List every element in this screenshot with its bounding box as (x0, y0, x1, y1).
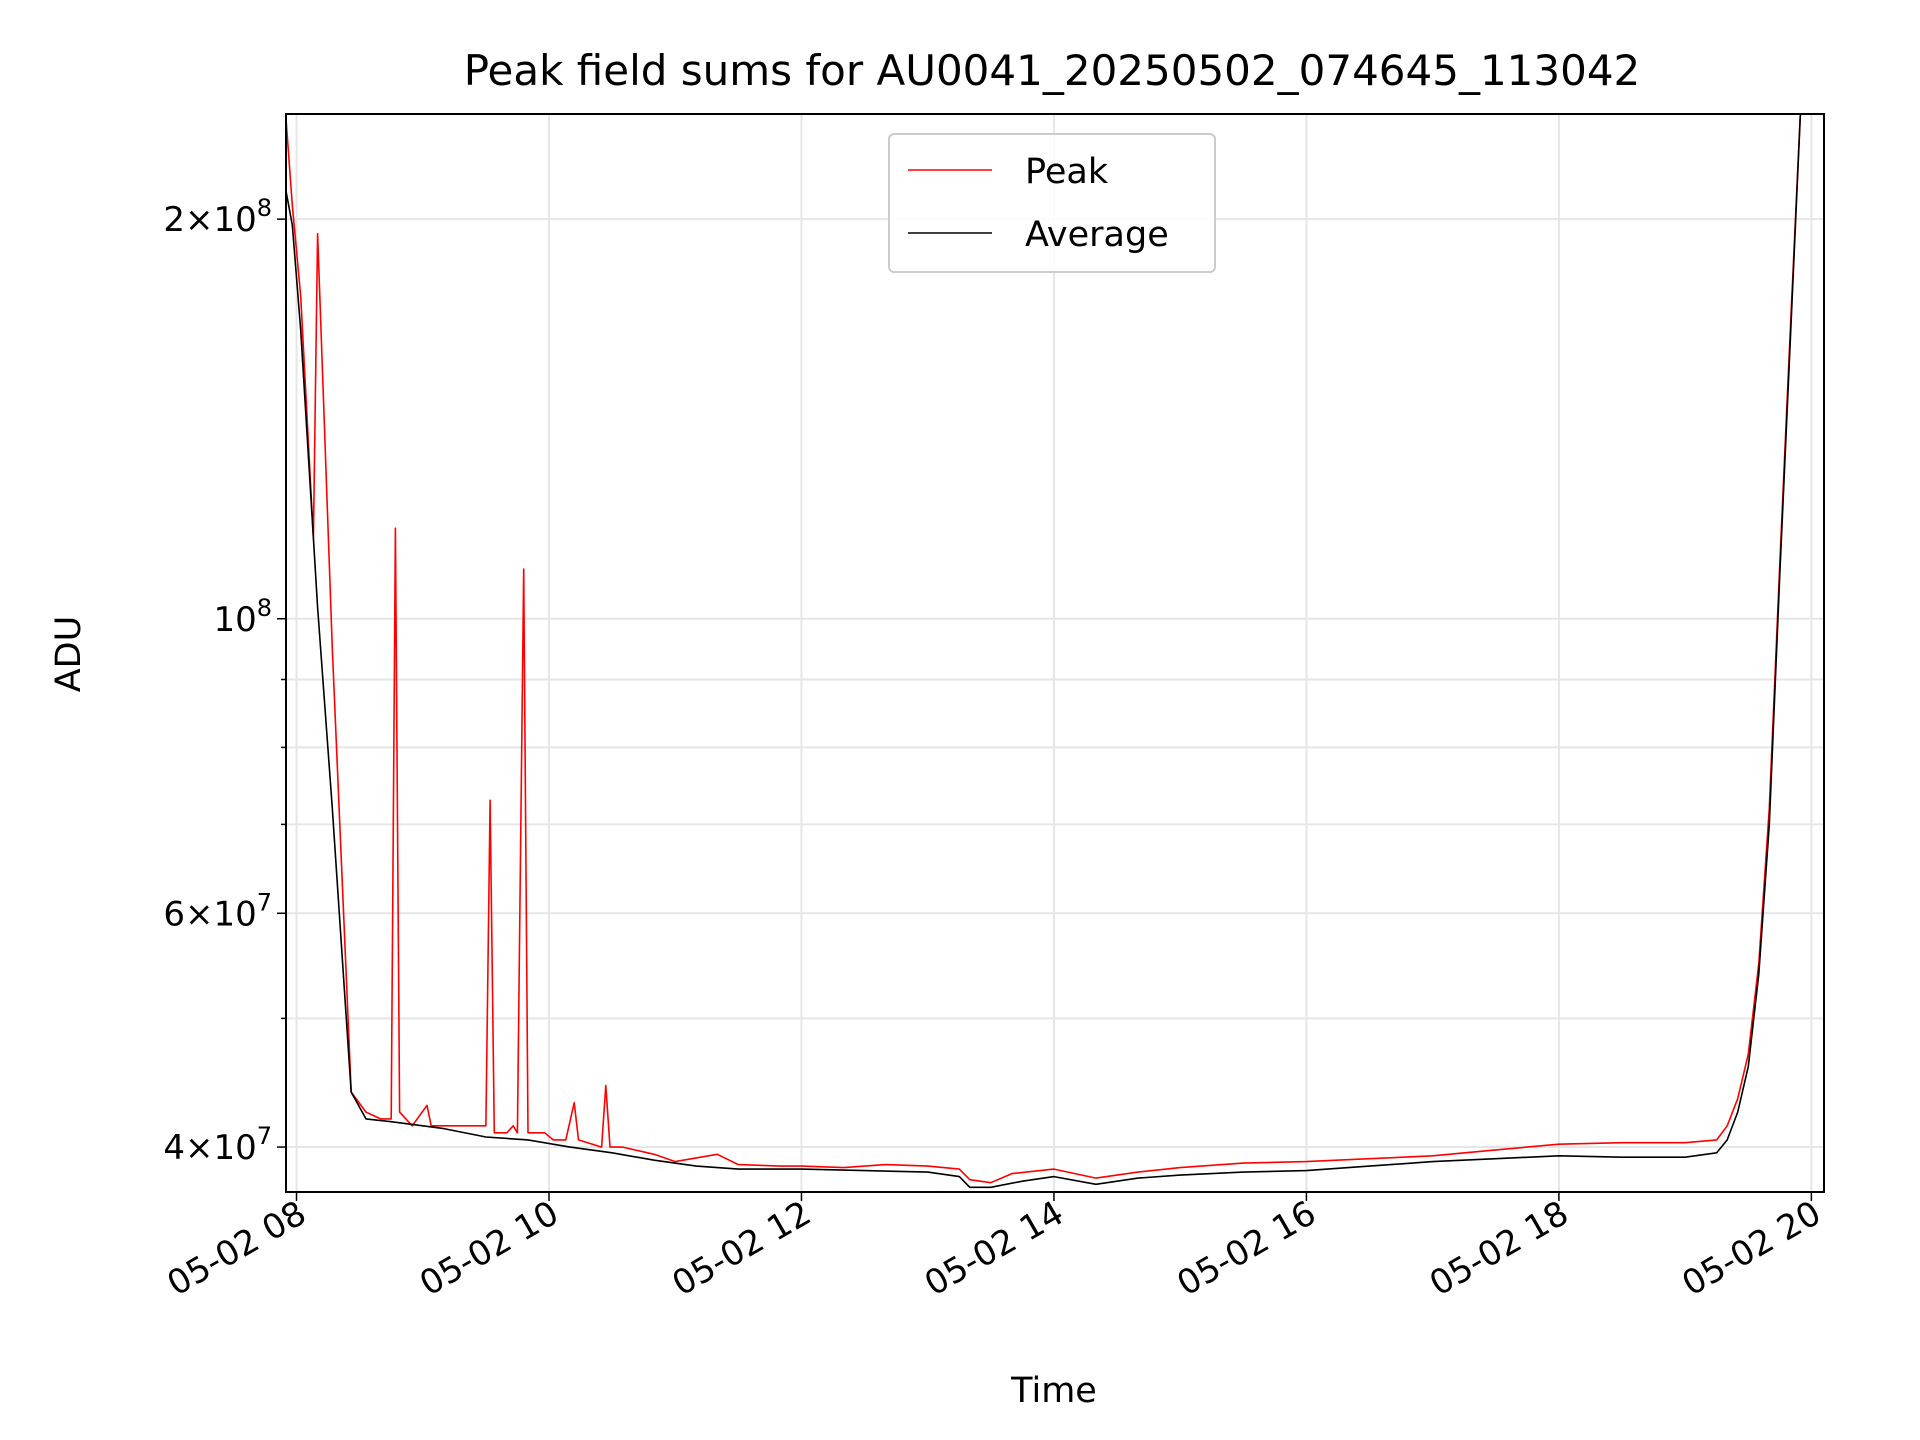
chart-title: Peak field sums for AU0041_20250502_0746… (464, 46, 1641, 95)
series-line-average (286, 114, 1802, 1189)
grid (286, 114, 1824, 1192)
y-axis: 4×107 6×107 108 2×108 (163, 194, 286, 1168)
series-line-peak (286, 114, 1802, 1184)
y-tick-label: 4×107 (163, 1122, 272, 1168)
legend: Peak Average (888, 133, 1216, 273)
y-tick-label: 108 (213, 594, 272, 640)
axes-frame (285, 113, 1825, 1193)
legend-box (888, 133, 1216, 273)
y-axis-title: ADU (49, 616, 89, 693)
y-tick-label: 2×108 (163, 194, 272, 240)
plot-area (286, 114, 1802, 1189)
legend-label-peak: Peak (1025, 152, 1109, 192)
y-tick-label: 6×107 (163, 888, 272, 934)
legend-label-average: Average (1025, 215, 1169, 255)
x-axis-title: Time (1010, 1371, 1097, 1411)
